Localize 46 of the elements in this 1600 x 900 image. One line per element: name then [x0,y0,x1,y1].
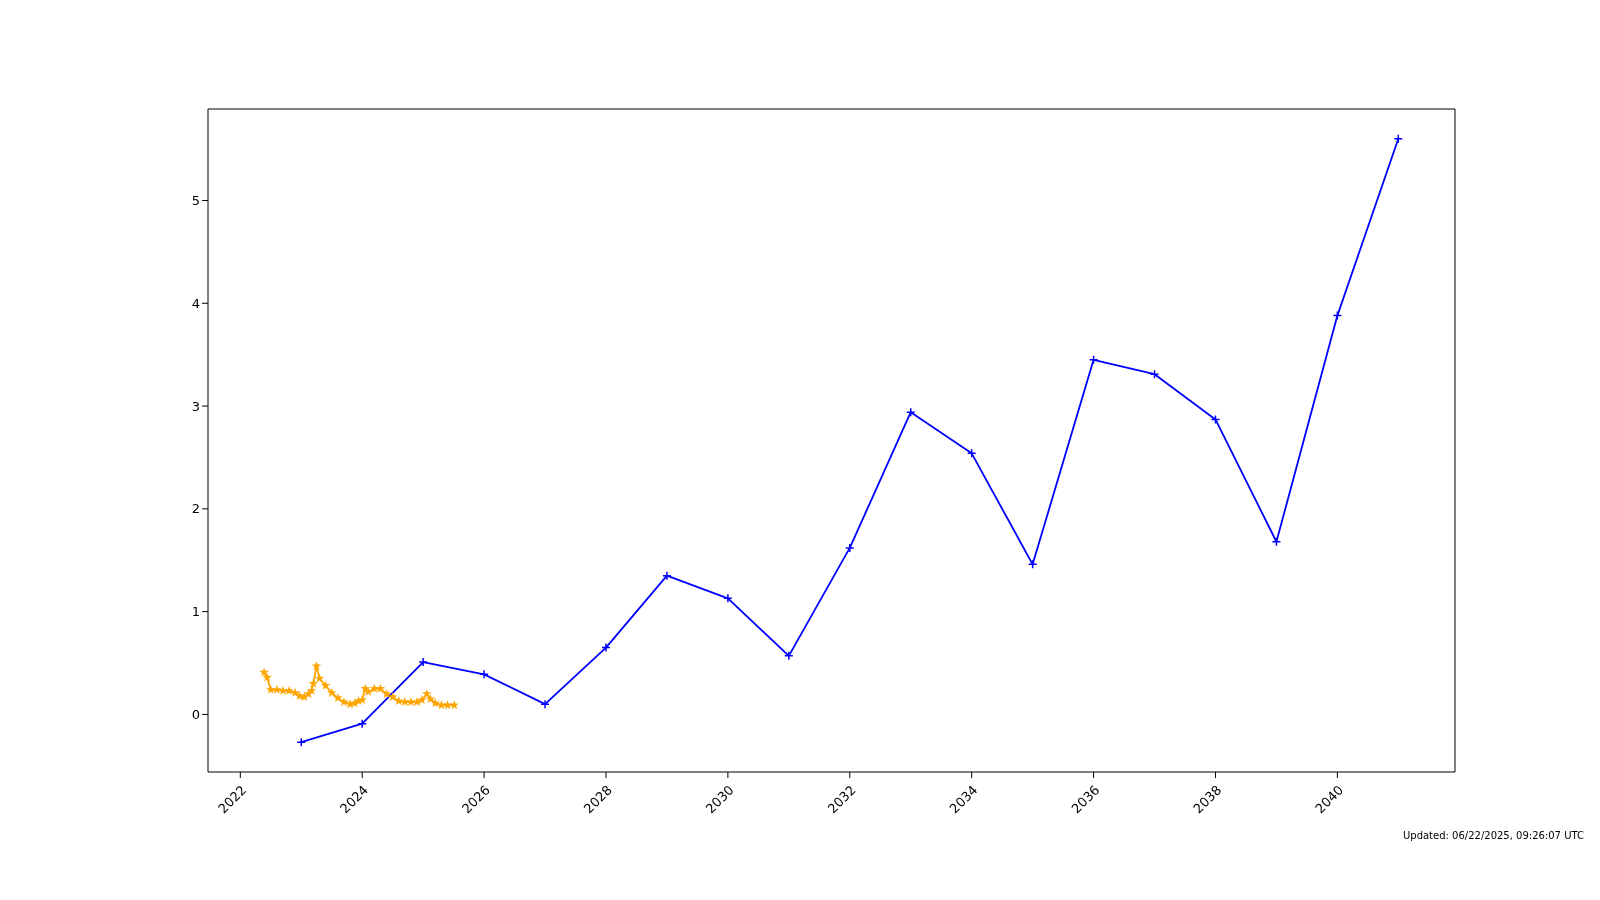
y-tick-label: 0 [191,707,200,723]
point [394,696,404,706]
point [540,699,550,709]
point [311,661,322,671]
point [1088,355,1099,365]
point [314,673,325,683]
point [406,697,416,707]
point [449,700,459,710]
point [272,684,282,694]
point [357,695,367,705]
point [262,672,272,682]
point [425,694,436,704]
point [278,685,288,695]
point [326,687,337,697]
point [601,642,611,653]
y-tick-label: 2 [191,501,200,517]
point [266,684,276,694]
point [418,657,428,667]
point [296,737,306,747]
point [1149,369,1160,379]
point [284,685,294,695]
point [845,543,855,553]
point [905,407,916,417]
y-tick-label: 3 [191,398,200,414]
point [387,691,398,702]
point [308,678,319,688]
point [784,651,794,661]
point [479,669,489,680]
point [339,697,349,707]
y-tick-label: 4 [191,295,200,311]
point [436,700,447,710]
point [442,700,453,710]
point [357,718,367,729]
point [320,680,331,690]
point [430,698,441,708]
point [333,692,343,703]
point [723,593,733,604]
point [422,688,432,698]
point [1393,134,1404,144]
y-tick-label: 5 [191,193,200,209]
point [381,688,392,698]
point [662,570,672,581]
point [417,695,427,705]
point [375,683,386,693]
text: Updated: 06/22/2025, 09:26:07 UTC [1402,830,1584,841]
y-tick-label: 1 [191,604,200,620]
